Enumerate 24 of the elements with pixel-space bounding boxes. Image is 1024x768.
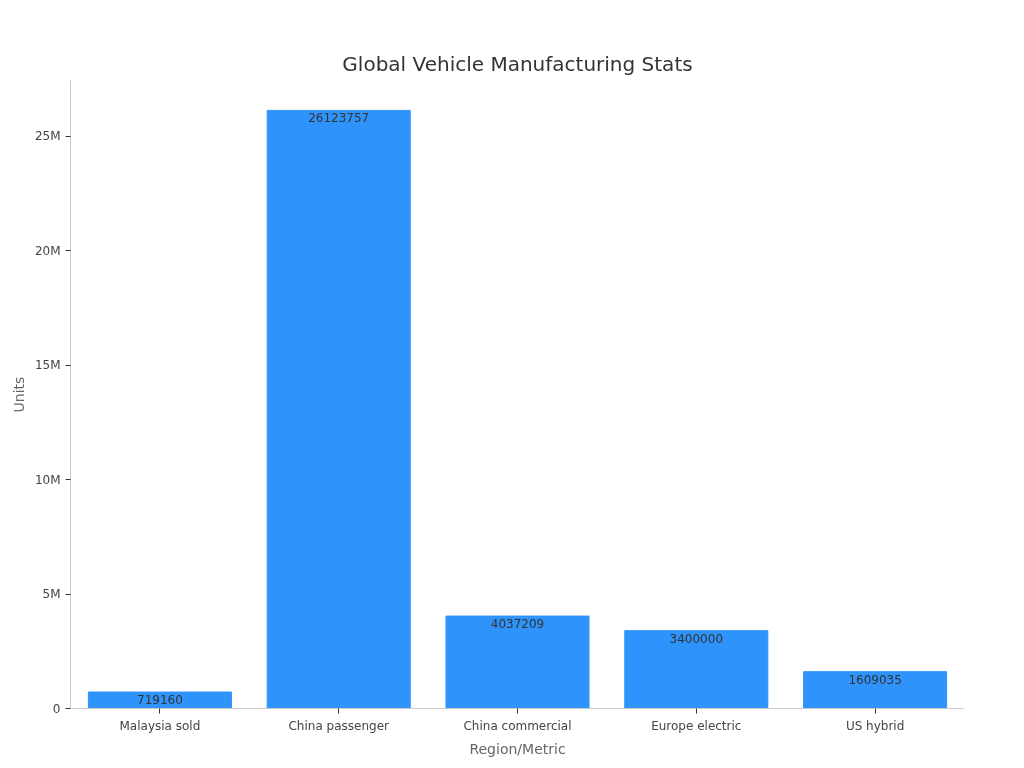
data-label: 3400000 — [669, 631, 724, 646]
bar — [266, 109, 411, 709]
x-tick-label: Europe electric — [651, 718, 742, 733]
x-tick-label: Malaysia sold — [119, 718, 201, 733]
x-tick-label: US hybrid — [845, 718, 905, 733]
x-axis-title: Region/Metric — [469, 740, 566, 757]
data-label: 719160 — [137, 693, 183, 708]
data-label: 4037209 — [490, 617, 545, 632]
bar — [87, 691, 232, 709]
y-tick-label: 25M — [34, 129, 61, 144]
x-tick-label: China commercial — [463, 718, 572, 733]
y-tick-label: 0 — [52, 701, 61, 716]
data-label: 26123757 — [308, 111, 370, 126]
bar — [803, 671, 948, 709]
y-tick-label: 10M — [34, 472, 61, 487]
x-tick-label: China passenger — [288, 718, 390, 733]
bar — [624, 630, 769, 709]
y-tick-label: 20M — [34, 243, 61, 258]
chart-title: Global Vehicle Manufacturing Stats — [342, 51, 693, 76]
data-label: 1609035 — [848, 672, 902, 687]
y-tick-label: 15M — [34, 358, 61, 373]
y-tick-label: 5M — [42, 587, 61, 602]
y-axis-title: Units — [10, 376, 27, 413]
bar — [445, 615, 590, 709]
